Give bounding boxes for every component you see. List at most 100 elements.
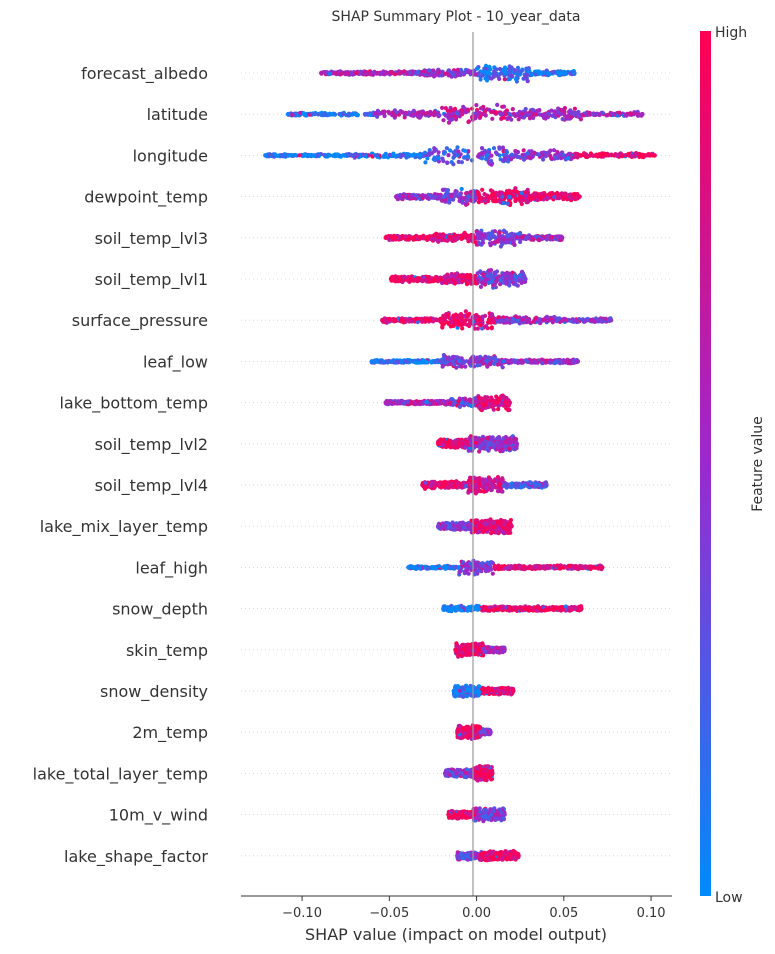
shap-point xyxy=(432,195,437,200)
shap-point xyxy=(503,70,508,76)
shap-point xyxy=(489,158,494,163)
shap-point xyxy=(535,197,540,203)
shap-point xyxy=(417,114,422,119)
feature-row-surface-pressure xyxy=(380,309,614,331)
shap-point xyxy=(440,105,445,110)
shap-point xyxy=(498,244,503,249)
shap-point xyxy=(362,112,367,117)
shap-point xyxy=(566,156,571,161)
shap-point xyxy=(491,146,497,151)
shap-point xyxy=(533,112,538,117)
shap-point xyxy=(497,146,502,151)
shap-point xyxy=(502,271,507,276)
shap-point xyxy=(580,153,585,158)
shap-point xyxy=(496,407,501,412)
shap-point xyxy=(652,153,657,158)
shap-point xyxy=(401,319,407,324)
shap-point xyxy=(460,234,465,239)
shap-point xyxy=(421,69,426,74)
shap-point xyxy=(436,150,441,155)
shap-point xyxy=(423,317,428,322)
shap-point xyxy=(343,71,348,76)
shap-point xyxy=(594,153,599,158)
feature-row-forecast-albedo xyxy=(319,63,577,84)
shap-point xyxy=(504,149,509,154)
shap-point xyxy=(486,198,491,204)
shap-point xyxy=(486,280,491,285)
shap-point xyxy=(510,319,515,324)
shap-point xyxy=(445,188,451,193)
shap-point xyxy=(523,75,528,80)
feature-label: lake_bottom_temp xyxy=(59,394,208,414)
shap-point xyxy=(496,396,501,401)
shap-point xyxy=(403,234,408,239)
feature-row-longitude xyxy=(263,145,657,167)
shap-point xyxy=(400,153,406,158)
shap-point xyxy=(533,316,538,321)
shap-point xyxy=(542,70,547,75)
shap-point xyxy=(425,234,430,240)
shap-point xyxy=(549,108,554,113)
shap-point xyxy=(448,401,453,406)
shap-point xyxy=(362,69,367,74)
shap-point xyxy=(509,65,514,70)
shap-point xyxy=(494,199,499,204)
shap-point xyxy=(500,158,505,163)
shap-point xyxy=(408,194,414,200)
shap-point xyxy=(431,68,436,73)
shap-point xyxy=(513,149,518,154)
shap-point xyxy=(443,278,448,283)
shap-point xyxy=(500,194,505,199)
feature-label: soil_temp_lvl4 xyxy=(95,476,208,496)
shap-point xyxy=(440,156,445,161)
shap-point xyxy=(449,194,454,199)
shap-point xyxy=(483,156,489,162)
shap-point xyxy=(419,278,424,283)
shap-point xyxy=(381,111,386,116)
shap-point xyxy=(640,111,645,117)
shap-point xyxy=(412,400,417,405)
shap-point xyxy=(518,199,523,204)
shap-point xyxy=(497,66,503,72)
shap-point xyxy=(346,113,351,118)
shap-point xyxy=(445,108,450,113)
shap-point xyxy=(450,117,455,122)
shap-point xyxy=(431,399,436,404)
shap-point xyxy=(586,111,591,116)
shap-point xyxy=(395,153,400,158)
shap-point xyxy=(507,70,513,75)
shap-point xyxy=(383,235,389,241)
shap-point xyxy=(452,317,457,322)
shap-point xyxy=(572,106,578,111)
shap-point xyxy=(396,112,402,117)
shap-point xyxy=(383,400,389,405)
shap-point xyxy=(480,187,485,192)
shap-point xyxy=(489,241,495,246)
shap-point xyxy=(557,195,562,200)
shap-point xyxy=(635,111,640,116)
shap-point xyxy=(340,71,345,76)
shap-point xyxy=(560,318,565,323)
shap-point xyxy=(402,401,407,406)
shap-point xyxy=(495,362,500,367)
shap-point xyxy=(383,151,388,156)
shap-point xyxy=(562,191,567,196)
shap-point xyxy=(457,273,462,278)
shap-point xyxy=(519,68,525,73)
shap-point xyxy=(476,154,481,159)
shap-point xyxy=(552,314,557,320)
shap-point xyxy=(528,196,533,201)
shap-point xyxy=(455,67,461,72)
shap-point xyxy=(484,358,489,364)
shap-point xyxy=(478,284,483,289)
shap-point xyxy=(392,318,397,324)
shap-point xyxy=(461,196,466,201)
shap-point xyxy=(427,152,432,157)
shap-point xyxy=(459,364,464,369)
feature-label: leaf_high xyxy=(135,558,208,578)
shap-point xyxy=(494,110,499,115)
shap-point xyxy=(468,320,473,325)
shap-point xyxy=(498,282,503,287)
shap-point xyxy=(514,189,520,194)
shap-point xyxy=(352,111,357,117)
